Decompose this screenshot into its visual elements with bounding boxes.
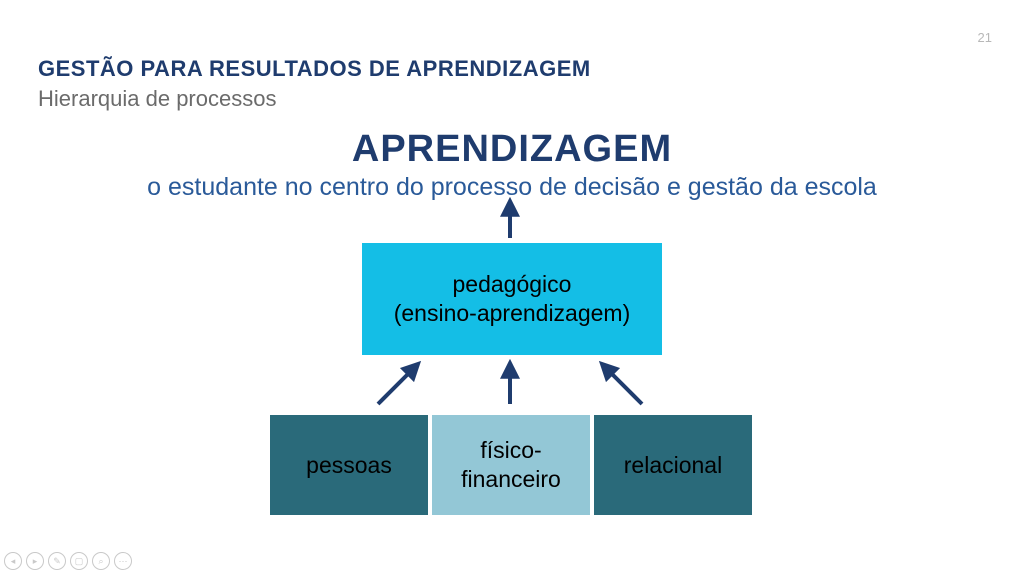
node-fisico: físico- financeiro [432, 415, 590, 515]
arrow-relacional-to-pedagogico [604, 366, 642, 404]
bottom-toolbar: ◂ ▸ ✎ ▢ ⌕ ⋯ [4, 552, 132, 570]
hierarchy-diagram: pedagógico (ensino-aprendizagem) pessoasf… [0, 0, 1024, 576]
arrow-pessoas-to-pedagogico [378, 366, 416, 404]
pen-icon[interactable]: ✎ [48, 552, 66, 570]
prev-icon[interactable]: ◂ [4, 552, 22, 570]
node-pessoas: pessoas [270, 415, 428, 515]
more-icon[interactable]: ⋯ [114, 552, 132, 570]
node-relacional: relacional [594, 415, 752, 515]
node-pedagogico: pedagógico (ensino-aprendizagem) [362, 243, 662, 355]
next-icon[interactable]: ▸ [26, 552, 44, 570]
present-icon[interactable]: ▢ [70, 552, 88, 570]
zoom-icon[interactable]: ⌕ [92, 552, 110, 570]
